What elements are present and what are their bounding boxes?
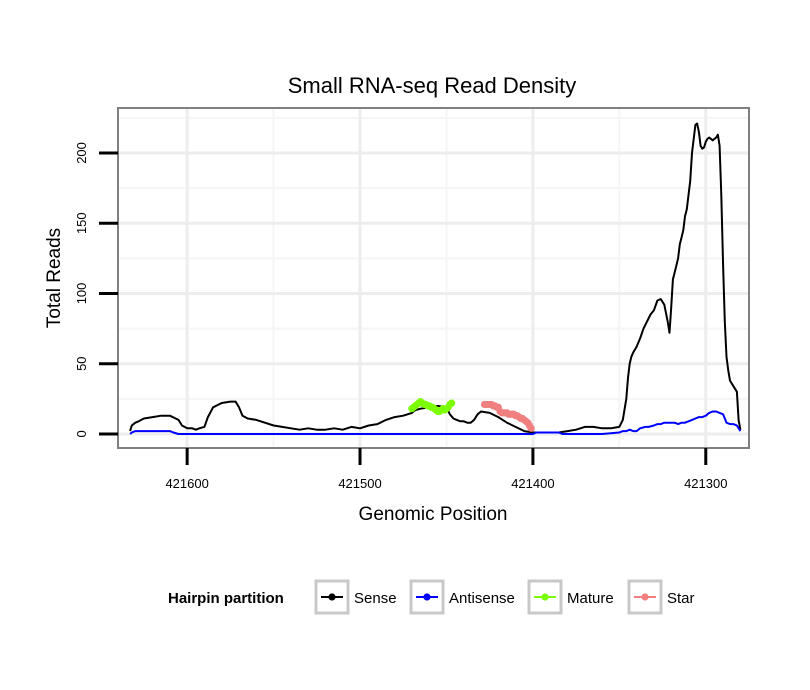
legend-key-point <box>541 593 549 601</box>
series-points-mature <box>408 398 456 416</box>
y-tick-label: 50 <box>74 356 89 370</box>
plot-panel-border <box>117 107 750 449</box>
legend-label: Antisense <box>449 590 515 607</box>
legend-item-mature: Mature <box>527 579 614 615</box>
chart-title: Small RNA-seq Read Density <box>288 73 577 98</box>
legend: Hairpin partition Sense Antisense Mature St… <box>168 579 695 615</box>
y-axis-title: Total Reads <box>44 228 65 328</box>
x-axis: 421600 421500 421400 421300 <box>165 448 727 491</box>
legend-item-antisense: Antisense <box>409 579 515 615</box>
series-layer <box>129 122 742 435</box>
y-axis: 0 50 100 150 200 <box>74 142 118 438</box>
legend-label: Sense <box>354 590 397 607</box>
legend-key-point <box>641 593 649 601</box>
legend-key-point <box>423 593 431 601</box>
x-tick-label: 421400 <box>511 476 554 491</box>
series-points-star <box>480 400 535 432</box>
legend-label: Mature <box>567 590 614 607</box>
x-tick-label: 421300 <box>684 476 727 491</box>
gridlines <box>118 108 749 448</box>
legend-label: Star <box>667 590 695 607</box>
legend-key-point <box>328 593 336 601</box>
data-point-mature <box>448 399 456 407</box>
series-line-antisense <box>129 410 742 435</box>
legend-item-star: Star <box>627 579 695 615</box>
x-tick-label: 421500 <box>338 476 381 491</box>
y-tick-label: 200 <box>74 142 89 164</box>
x-axis-title: Genomic Position <box>359 504 508 525</box>
series-line-sense <box>129 122 742 434</box>
y-tick-label: 150 <box>74 212 89 234</box>
y-tick-label: 100 <box>74 283 89 305</box>
data-point-star <box>527 424 535 432</box>
x-tick-label: 421600 <box>165 476 208 491</box>
legend-title: Hairpin partition <box>168 590 284 607</box>
legend-item-sense: Sense <box>314 579 397 615</box>
y-tick-label: 0 <box>74 430 89 437</box>
